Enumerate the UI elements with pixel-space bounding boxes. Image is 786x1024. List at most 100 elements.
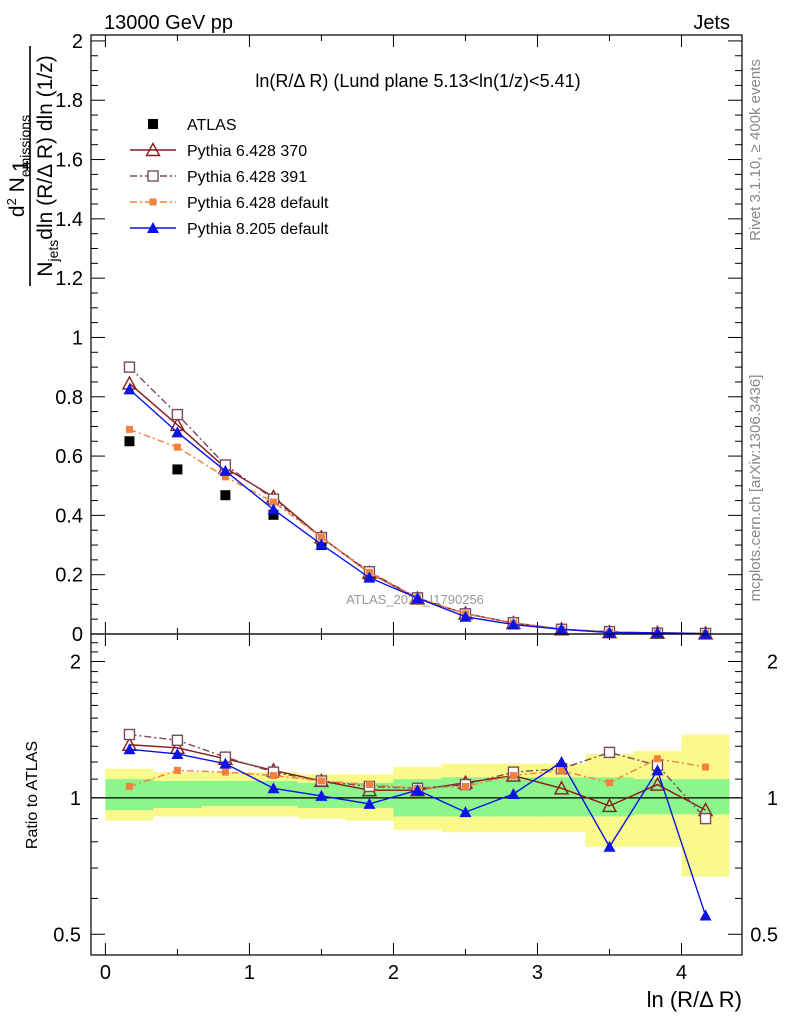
legend-label-p391: Pythia 6.428 391 — [187, 169, 307, 186]
ratio-point-p6def — [125, 782, 133, 790]
point-p8def — [555, 623, 568, 635]
x-tick-label: 4 — [676, 962, 687, 984]
ratio-point-p6def — [317, 777, 325, 785]
y-tick-label: 1.2 — [55, 268, 83, 290]
point-p8def — [267, 503, 280, 515]
ylabel-num-main: N — [6, 177, 29, 198]
point-p8def — [603, 626, 616, 638]
ratio-point-p8def — [315, 789, 328, 801]
ratio-y-tick-label: 2 — [70, 651, 81, 673]
point-data — [172, 464, 183, 475]
point-p391 — [171, 408, 184, 421]
ratio-point-p6def — [509, 772, 517, 780]
point-p8def — [123, 383, 136, 395]
ylabel-num-sup: 2 — [4, 198, 19, 205]
point-data — [220, 490, 231, 501]
legend-marker-p6def — [149, 198, 157, 206]
point-p8def — [171, 426, 184, 438]
x-tick-label: 3 — [532, 962, 543, 984]
point-p8def — [459, 610, 472, 622]
ratio-y-tick-label-right: 2 — [767, 651, 778, 673]
ylabel-numerator: d2 Nemissions — [4, 115, 33, 217]
legend-label-data: ATLAS — [187, 117, 237, 134]
ylabel-num-sub: emissions — [17, 115, 33, 177]
point-p8def — [411, 592, 424, 604]
uncertainty-band-inner — [201, 780, 250, 806]
ratio-point-p6def — [173, 766, 181, 774]
point-p6def — [269, 498, 277, 506]
ratio-point-p8def — [267, 782, 280, 794]
ratio-point-p391 — [699, 812, 712, 825]
ratio-point-p6def — [653, 755, 661, 763]
point-data — [268, 509, 279, 520]
legend-marker-data — [148, 119, 158, 129]
ratio-point-p370 — [649, 776, 666, 791]
ratio-point-p8def — [507, 787, 520, 799]
x-tick-label: 2 — [388, 962, 399, 984]
ratio-point-p8def — [219, 757, 232, 769]
point-p6def — [317, 533, 325, 541]
main-y-label: 1 d2 Nemissions Njetsdln (R/Δ R) dln (1/… — [4, 46, 61, 286]
ratio-point-p391 — [123, 728, 136, 741]
y-tick-label: 0.8 — [55, 387, 83, 409]
legend-marker-p8def — [147, 222, 159, 233]
ratio-point-p8def — [171, 747, 184, 759]
point-p6def — [173, 443, 181, 451]
y-tick-label: 1 — [72, 327, 83, 349]
y-tick-label: 0.4 — [55, 505, 83, 527]
legend-label-p370: Pythia 6.428 370 — [187, 143, 307, 160]
ratio-point-p6def — [221, 768, 229, 776]
ratio-point-p8def — [555, 756, 568, 768]
y-tick-label: 0 — [72, 624, 83, 646]
ratio-point-p8def — [363, 797, 376, 809]
ratio-y-tick-label: 1 — [70, 788, 81, 810]
x-tick-label: 0 — [100, 962, 111, 984]
legend-marker-p391 — [147, 170, 159, 182]
legend-label-p6def: Pythia 6.428 default — [187, 195, 329, 212]
ratio-y-tick-label-right: 1 — [767, 788, 778, 810]
ylabel-den-pre: N — [34, 262, 57, 277]
point-p8def — [363, 571, 376, 583]
x-tick-label: 1 — [244, 962, 255, 984]
ratio-y-tick-label-right: 0.5 — [750, 924, 778, 946]
x-axis-label: ln (R/Δ R) — [647, 987, 742, 1012]
point-p8def — [315, 538, 328, 550]
point-p391 — [123, 361, 136, 373]
point-p6def — [125, 425, 133, 433]
ratio-point-p8def — [651, 764, 664, 776]
y-tick-label: 0.6 — [55, 446, 83, 468]
point-p8def — [507, 618, 520, 630]
ylabel-prefix: 1 — [8, 160, 33, 172]
ratio-point-p6def — [461, 782, 469, 790]
legend-label-p8def: Pythia 8.205 default — [187, 221, 329, 238]
ratio-y-tick-label: 0.5 — [53, 924, 81, 946]
ratio-point-p391 — [603, 746, 616, 759]
mcplots-label: mcplots.cern.ch [arXiv:1306.3436] — [747, 375, 764, 602]
point-data — [124, 436, 135, 447]
ratio-point-p6def — [269, 772, 277, 780]
y-tick-label: 2 — [72, 31, 83, 53]
rivet-version-label: Rivet 3.1.10, ≥ 400k events — [747, 59, 764, 241]
process-label: 13000 GeV pp — [104, 12, 233, 34]
main-panel: 0 0.2 0.4 0.6 0.8 1 1.2 1.4 1.6 1.8 2 ln(R/Δ R) (Lu… — [55, 31, 743, 646]
ratio-point-p6def — [365, 781, 373, 789]
ratio-point-p6def — [558, 766, 566, 774]
ratio-point-p8def — [699, 909, 712, 921]
legend-marker-p370 — [145, 142, 161, 157]
y-tick-label: 1.4 — [55, 209, 83, 231]
ylabel-den-sub: jets — [45, 240, 61, 263]
ratio-point-p8def — [459, 806, 472, 818]
point-p8def — [219, 464, 232, 476]
uncertainty-band-inner — [153, 780, 202, 808]
chart-title: ln(R/Δ R) (Lund plane 5.13<ln(1/z)<5.41) — [255, 71, 580, 91]
ratio-point-p391 — [171, 734, 184, 746]
y-tick-label: 0.2 — [55, 565, 83, 587]
ratio-point-p370 — [601, 797, 618, 813]
uncertainty-band-inner — [681, 779, 730, 815]
ratio-panel: 0.5 0.5 1 1 2 2 0 1 2 3 4 ln (R/Δ R) — [53, 633, 778, 1012]
ylabel-num-pre: d — [6, 205, 29, 217]
ratio-point-p370 — [553, 780, 570, 795]
ratio-point-p6def — [605, 779, 613, 787]
ylabel-denominator: Njetsdln (R/Δ R) dln (1/z) — [34, 55, 61, 276]
